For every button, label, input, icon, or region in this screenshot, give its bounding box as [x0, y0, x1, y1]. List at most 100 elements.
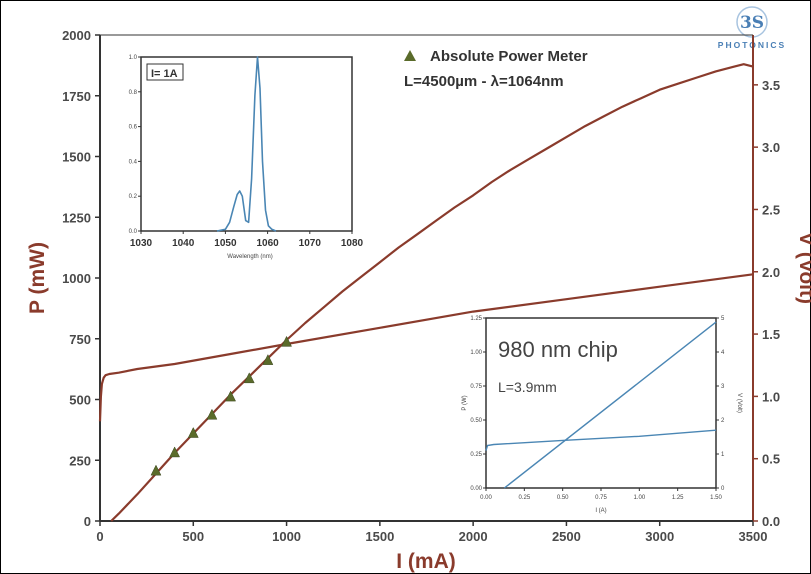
chip-y-right-tick-label: 5: [721, 316, 725, 322]
legend-text-dimensions: L=4500µm - λ=1064nm: [404, 73, 564, 90]
main-x-ticks: 0 500 1000 1500 2000 2500 3000 3500: [96, 521, 767, 544]
spectrum-x-tick-label: 1060: [256, 238, 279, 249]
chip-y-left-tick-label: 0.50: [470, 418, 482, 424]
spectrum-y-tick-label: 0.2: [129, 194, 138, 200]
main-y-left-tick-label: 1000: [62, 271, 91, 286]
legend-triangle-marker: [404, 50, 416, 61]
main-y-left-tick-label: 750: [69, 332, 91, 347]
main-x-tick-label: 2500: [552, 529, 581, 544]
main-y-right-ticks: 0.0 0.5 1.0 1.5 2.0 2.5 3.0 3.5: [753, 78, 780, 529]
chip-voltage-line: [485, 429, 717, 451]
inset-chip-y-right-label: V (Volt): [736, 393, 742, 413]
spectrum-y-tick-label: 0.6: [129, 125, 138, 131]
logo-mark: 3S: [740, 13, 764, 33]
spectrum-y-tick-label: 1.0: [129, 55, 138, 61]
main-y-left-tick-label: 0: [84, 514, 91, 529]
main-y-left-tick-label: 1250: [62, 210, 91, 225]
main-x-tick-label: 0: [96, 529, 103, 544]
chip-x-tick-label: 1.25: [672, 495, 684, 501]
chip-y-right-tick-label: 3: [721, 384, 725, 390]
inset-spectrum-frame: [140, 56, 353, 232]
inset-chip-chart: 0.00 0.25 0.50 0.75 1.00 1.25 1.50 0.00 0.25 0.5…: [462, 316, 742, 514]
inset-chip-y-left-ticks: 0.00 0.25 0.50 0.75 1.00 1.25: [470, 316, 486, 492]
inset-chip-y-left-label: P (W): [462, 395, 468, 410]
chip-y-left-tick-label: 0.00: [470, 486, 482, 492]
main-x-tick-label: 1000: [272, 529, 301, 544]
inset-spectrum-x-label: Wavelength (nm): [227, 254, 272, 260]
power-meter-marker: [243, 372, 255, 384]
inset-spectrum-y-ticks: 0.0 0.2 0.4 0.6 0.8 1.0: [129, 55, 141, 235]
power-meter-marker: [225, 390, 237, 402]
main-x-tick-label: 3500: [739, 529, 768, 544]
main-chart: 0 500 1000 1500 2000 2500 3000 3500 02505007501…: [26, 28, 811, 573]
spectrum-x-tick-label: 1030: [130, 238, 153, 249]
spectrum-y-tick-label: 0.4: [129, 159, 138, 165]
inset-spectrum-legend-label: I= 1A: [151, 68, 178, 80]
main-y-left-tick-label: 2000: [62, 28, 91, 43]
voltage-curve-line: [98, 273, 754, 422]
spectrum-line: [216, 56, 277, 232]
chip-y-right-tick-label: 2: [721, 418, 725, 424]
main-y-right-axis-label: V (Volt): [795, 232, 811, 304]
inset-chip-frame: [485, 317, 717, 489]
inset-chip-length: L=3.9mm: [498, 379, 557, 395]
chip-x-tick-label: 0.25: [518, 495, 530, 501]
main-y-right-tick-label: 1.0: [762, 389, 780, 404]
power-meter-marker: [206, 408, 218, 420]
main-y-right-tick-label: 1.5: [762, 327, 780, 342]
chip-x-tick-label: 0.00: [480, 495, 492, 501]
chip-y-right-tick-label: 4: [721, 350, 725, 356]
main-x-axis-label: I (mA): [396, 550, 456, 573]
power-meter-marker: [262, 354, 274, 365]
inset-spectrum-legend-box: [146, 63, 184, 81]
spectrum-x-tick-label: 1040: [172, 238, 195, 249]
chip-power-line: [503, 321, 717, 489]
main-y-left-ticks: 0 250 500 750 1000 1250 1500 1750 2000: [62, 28, 100, 529]
chip-x-tick-label: 1.00: [633, 495, 645, 501]
inset-chip-x-ticks: 0.00 0.25 0.50 0.75 1.00 1.25 1.50: [480, 488, 722, 501]
power-meter-marker: [281, 335, 292, 347]
inset-chip-title: 980 nm chip: [498, 337, 618, 362]
spectrum-x-tick-label: 1080: [341, 238, 364, 249]
power-meter-marker: [169, 446, 181, 458]
main-x-tick-label: 2000: [459, 529, 488, 544]
inset-chip-series: [485, 321, 717, 489]
chip-y-left-tick-label: 1.25: [470, 316, 482, 322]
power-meter-marker: [187, 426, 199, 438]
main-y-right-tick-label: 3.5: [762, 78, 780, 93]
main-y-left-tick-label: 500: [69, 393, 91, 408]
chip-x-tick-label: 0.50: [557, 495, 569, 501]
inset-spectrum-series: [216, 56, 277, 232]
main-series: [98, 63, 754, 522]
main-y-left-tick-label: 250: [69, 453, 91, 468]
legend-text-power-meter: Absolute Power Meter: [430, 48, 588, 65]
logo-name: PHOTONICS: [718, 40, 786, 50]
main-y-left-axis-label: P (mW): [26, 242, 49, 314]
chip-x-tick-label: 1.50: [710, 495, 722, 501]
inset-spectrum-chart: 1030 1040 1050 1060 1070 1080 0.0 0.2 0.4 0.6 0.8…: [129, 55, 364, 260]
chip-y-right-tick-label: 1: [721, 452, 725, 458]
main-x-tick-label: 1500: [365, 529, 394, 544]
inset-chip-x-label: I (A): [595, 508, 606, 514]
spectrum-y-tick-label: 0.0: [129, 229, 138, 235]
main-y-right-tick-label: 0.0: [762, 514, 780, 529]
main-y-left-tick-label: 1750: [62, 89, 91, 104]
spectrum-x-tick-label: 1070: [299, 238, 322, 249]
power-meter-marker: [150, 464, 162, 476]
chip-x-tick-label: 0.75: [595, 495, 607, 501]
main-y-right-tick-label: 2.5: [762, 202, 780, 217]
main-x-tick-label: 3000: [645, 529, 674, 544]
spectrum-x-tick-label: 1050: [214, 238, 237, 249]
chip-y-right-tick-label: 0: [721, 486, 725, 492]
main-y-right-tick-label: 3.0: [762, 140, 780, 155]
main-y-right-tick-label: 0.5: [762, 452, 780, 467]
chip-y-left-tick-label: 1.00: [470, 350, 482, 356]
chip-y-left-tick-label: 0.75: [470, 384, 482, 390]
main-y-left-tick-label: 1500: [62, 150, 91, 165]
main-y-right-tick-label: 2.0: [762, 265, 780, 280]
inset-chip-y-right-ticks: 0 1 2 3 4 5: [716, 316, 725, 492]
main-x-tick-label: 500: [182, 529, 204, 544]
chip-y-left-tick-label: 0.25: [470, 452, 482, 458]
spectrum-y-tick-label: 0.8: [129, 90, 138, 96]
